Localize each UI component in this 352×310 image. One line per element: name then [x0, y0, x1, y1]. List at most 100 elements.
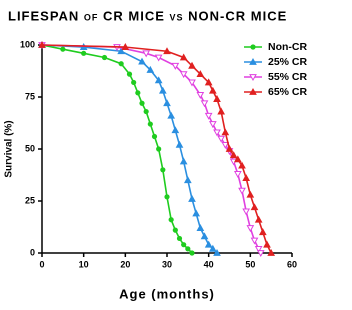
series-line	[41, 44, 193, 254]
point	[163, 99, 171, 107]
y-tick-label: 0	[30, 247, 35, 257]
legend-label: 25% CR	[268, 56, 308, 68]
point	[238, 187, 246, 195]
y-tick-label: 25	[25, 195, 35, 205]
x-tick-label: 0	[39, 259, 44, 269]
point	[171, 62, 180, 70]
x-tick-label: 40	[204, 259, 214, 269]
point	[138, 57, 146, 65]
x-tick-label: 10	[79, 259, 89, 269]
point	[172, 227, 178, 233]
legend-marker	[250, 44, 256, 50]
point	[229, 151, 238, 159]
point	[196, 70, 205, 78]
point	[142, 50, 151, 58]
point	[250, 203, 259, 211]
point	[179, 71, 188, 79]
chart-title: LIFESPAN of CR MICE vs NON-CR MICE	[8, 8, 287, 23]
y-tick-label: 100	[20, 39, 35, 49]
point	[176, 235, 183, 242]
point	[156, 146, 162, 152]
point	[175, 140, 184, 148]
y-tick-label: 50	[25, 143, 35, 153]
point	[242, 208, 251, 216]
point	[60, 46, 66, 52]
point	[183, 176, 192, 184]
point	[217, 107, 226, 115]
point	[154, 54, 163, 62]
point	[158, 86, 167, 94]
point	[121, 43, 130, 50]
point	[200, 100, 209, 108]
point	[213, 129, 221, 137]
legend-marker	[249, 57, 257, 65]
point	[118, 61, 124, 67]
legend-marker	[249, 87, 257, 95]
point	[151, 133, 158, 140]
x-tick-label: 50	[245, 259, 255, 269]
point	[163, 47, 171, 55]
point	[204, 112, 213, 120]
y-tick-label: 75	[25, 91, 35, 101]
x-tick-label: 60	[287, 259, 297, 269]
legend-marker	[249, 74, 257, 82]
x-tick-label: 30	[162, 259, 172, 269]
point	[179, 53, 188, 61]
point	[146, 65, 155, 73]
point	[204, 78, 213, 86]
point	[196, 92, 205, 99]
point	[200, 232, 209, 240]
x-tick-label: 20	[120, 259, 130, 269]
point	[233, 155, 242, 163]
point	[154, 76, 163, 84]
point	[81, 50, 87, 56]
point	[217, 135, 226, 143]
point	[225, 144, 234, 152]
point	[135, 90, 141, 96]
point	[263, 240, 271, 248]
point	[167, 111, 176, 119]
legend-label: 55% CR	[268, 71, 308, 83]
point	[164, 194, 170, 200]
point	[254, 215, 263, 223]
point	[196, 224, 205, 231]
point	[246, 190, 255, 198]
point	[171, 126, 180, 134]
point	[258, 228, 267, 236]
point	[179, 157, 188, 165]
legend-label: 65% CR	[268, 86, 308, 98]
point	[101, 54, 108, 61]
legend-label: Non-CR	[268, 41, 307, 53]
point	[181, 242, 187, 248]
point	[208, 121, 217, 129]
point	[233, 171, 242, 178]
x-axis-label: Age (months)	[119, 286, 215, 301]
point	[143, 108, 149, 115]
point	[131, 79, 137, 86]
point	[185, 246, 191, 252]
point	[221, 141, 230, 149]
point	[188, 61, 196, 69]
point	[221, 128, 230, 136]
point	[160, 167, 166, 173]
point	[208, 244, 217, 252]
point	[126, 71, 133, 77]
point	[168, 217, 174, 223]
point	[38, 40, 46, 48]
point	[213, 248, 221, 256]
series-line	[41, 44, 272, 254]
point	[213, 95, 221, 102]
point	[188, 79, 196, 87]
point	[189, 250, 195, 256]
point	[238, 161, 246, 169]
point	[204, 240, 213, 248]
point	[250, 237, 259, 245]
point	[117, 47, 126, 55]
point	[188, 194, 196, 202]
point	[267, 248, 276, 256]
point	[256, 250, 265, 258]
point	[147, 121, 153, 127]
point	[242, 174, 251, 182]
point	[208, 86, 217, 94]
